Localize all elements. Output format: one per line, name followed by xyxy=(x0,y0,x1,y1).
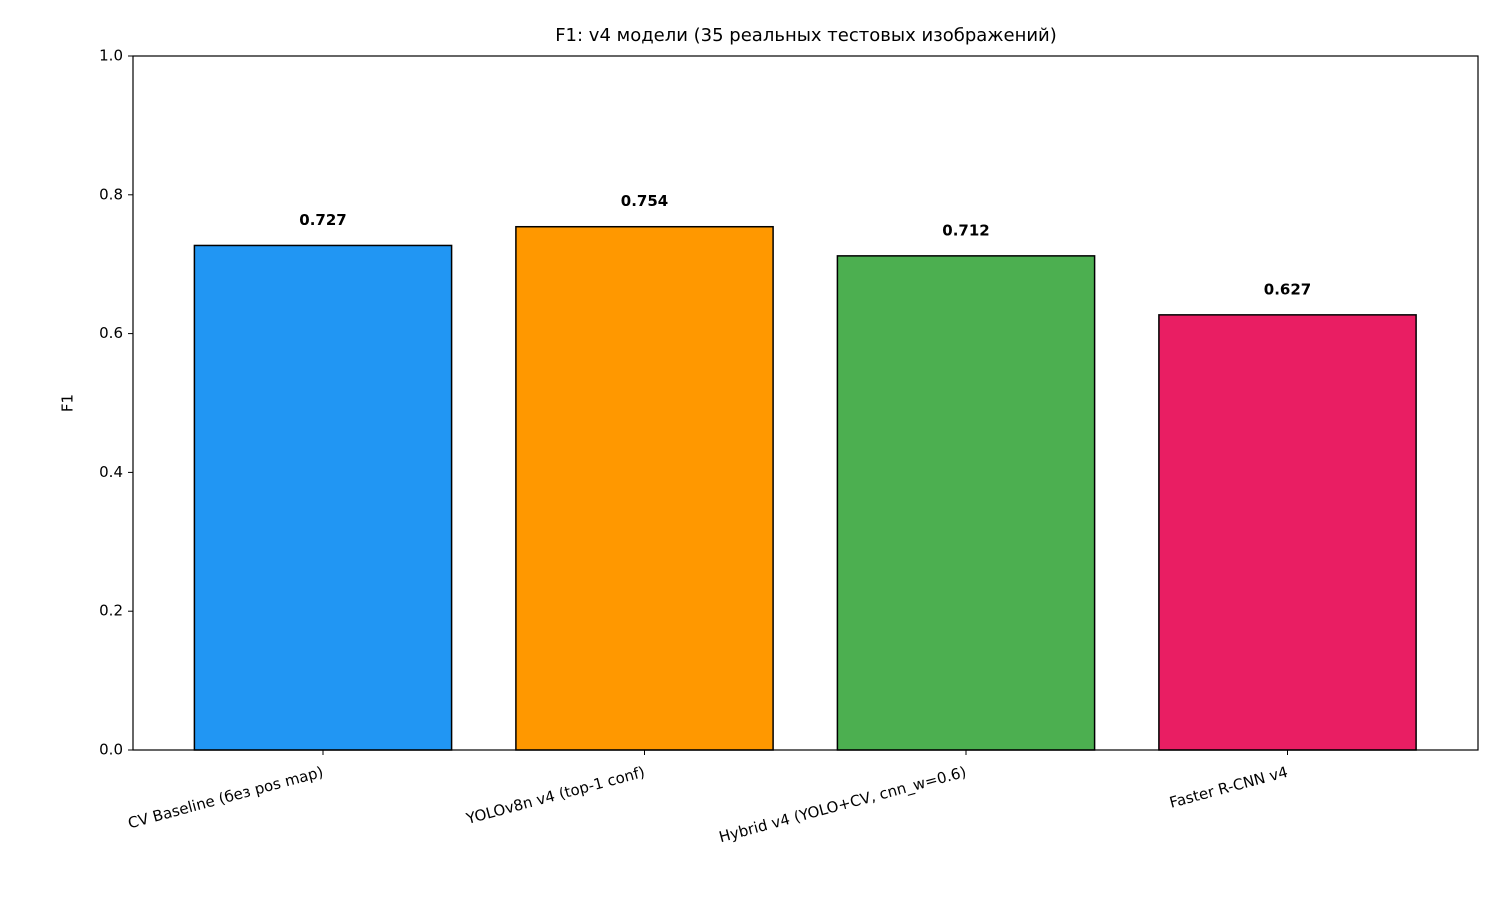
bar xyxy=(836,255,1096,751)
value-label: 0.754 xyxy=(621,192,668,210)
value-label: 0.712 xyxy=(942,221,989,239)
value-label: 0.727 xyxy=(299,211,346,229)
bar xyxy=(1158,314,1417,751)
y-tick-label: 0.6 xyxy=(99,324,123,342)
y-tick-label: 0.0 xyxy=(99,741,123,759)
y-tick-label: 1.0 xyxy=(99,47,123,65)
chart-title: F1: v4 модели (35 реальных тестовых изоб… xyxy=(555,25,1057,46)
y-tick-label: 0.4 xyxy=(99,463,123,481)
bar xyxy=(515,225,774,751)
y-axis-label: F1 xyxy=(59,394,77,412)
plot-frame xyxy=(132,55,1479,751)
y-tick-label: 0.8 xyxy=(99,185,123,203)
bar xyxy=(193,244,453,751)
value-label: 0.627 xyxy=(1264,280,1311,298)
y-tick-label: 0.2 xyxy=(99,602,123,620)
